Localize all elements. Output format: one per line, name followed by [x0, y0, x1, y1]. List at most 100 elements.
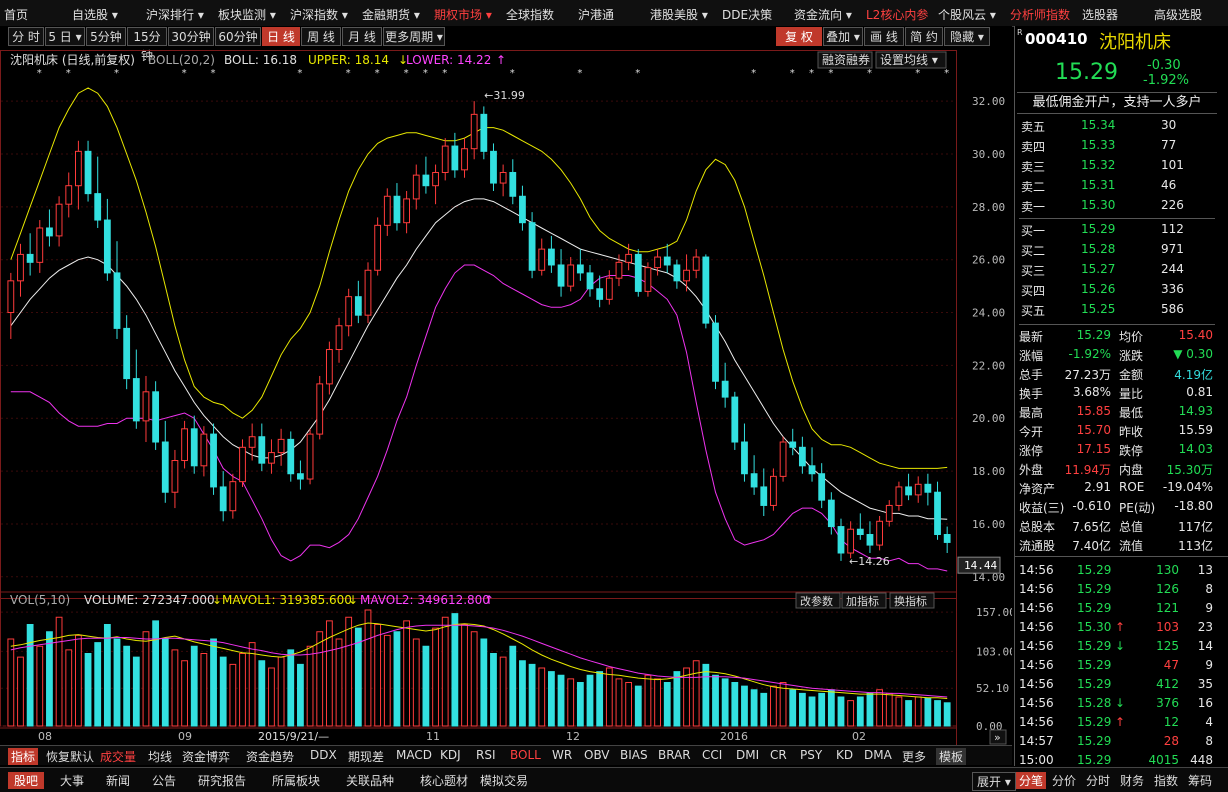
candle-body[interactable]	[615, 261, 623, 279]
period-button-5[interactable]: 60分钟	[215, 27, 261, 46]
volume-bar[interactable]	[132, 656, 140, 727]
volume-bar[interactable]	[55, 616, 63, 727]
volume-bar[interactable]	[345, 616, 353, 727]
period-button-1[interactable]: 5 日 ▾	[45, 27, 85, 46]
event-star-marker[interactable]: *	[211, 68, 216, 79]
volume-bar[interactable]	[885, 692, 893, 727]
volume-bar[interactable]	[75, 634, 82, 727]
volume-bar[interactable]	[683, 667, 690, 727]
candle-body[interactable]	[451, 145, 459, 171]
indicator-tab-6[interactable]: DDX	[310, 748, 337, 762]
candle-body[interactable]	[470, 113, 478, 150]
indicator-tab-21[interactable]: DMA	[864, 748, 892, 762]
volume-bar[interactable]	[654, 678, 661, 727]
candle-body[interactable]	[721, 380, 729, 398]
tool-button-3[interactable]: 简 约	[905, 27, 943, 46]
volume-bar[interactable]	[171, 649, 179, 727]
event-star-marker[interactable]: *	[809, 68, 814, 79]
indicator-tab-18[interactable]: CR	[770, 748, 787, 762]
ask-row[interactable]: 卖二 15.31 46	[1015, 176, 1215, 195]
right-tab-1[interactable]: 分价	[1052, 774, 1077, 788]
candle-body[interactable]	[412, 174, 420, 200]
volume-bar[interactable]	[615, 678, 623, 727]
menu-item-6[interactable]: 期权市场 ▾	[434, 8, 492, 22]
candle-body[interactable]	[528, 222, 536, 271]
menu-item-11[interactable]: 资金流向 ▾	[794, 8, 852, 22]
menu-item-13[interactable]: 个股风云 ▾	[938, 8, 996, 22]
right-tab-3[interactable]: 财务	[1120, 774, 1145, 788]
menu-item-7[interactable]: 全球指数	[506, 8, 555, 22]
bottom-tab-7[interactable]: 核心题材	[420, 774, 469, 788]
candle-body[interactable]	[480, 113, 488, 152]
volume-bar[interactable]	[7, 638, 15, 727]
right-tab-2[interactable]: 分时	[1086, 774, 1111, 788]
event-star-marker[interactable]: *	[404, 68, 409, 79]
ask-row[interactable]: 卖四 15.33 77	[1015, 136, 1215, 155]
volume-bar[interactable]	[770, 685, 777, 727]
event-star-marker[interactable]: *	[37, 68, 42, 79]
volume-bar[interactable]	[866, 692, 874, 727]
bid-row[interactable]: 买五 15.25 586	[1015, 300, 1215, 319]
volume-bar[interactable]	[403, 620, 410, 727]
menu-item-14[interactable]: 分析师指数	[1010, 8, 1071, 22]
candle-body[interactable]	[432, 171, 439, 187]
right-tab-4[interactable]: 指数	[1154, 774, 1179, 788]
menu-item-0[interactable]: 首页	[4, 8, 29, 22]
period-button-6[interactable]: 日 线	[262, 27, 300, 46]
event-star-marker[interactable]: *	[423, 68, 428, 79]
event-star-marker[interactable]: *	[346, 68, 351, 79]
candle-body[interactable]	[683, 269, 690, 282]
candle-body[interactable]	[866, 534, 874, 546]
bid-row[interactable]: 买三 15.27 244	[1015, 260, 1215, 279]
event-star-marker[interactable]: *	[297, 68, 302, 79]
candle-body[interactable]	[741, 441, 748, 475]
candle-body[interactable]	[277, 438, 285, 454]
volume-bar[interactable]	[663, 682, 671, 727]
volume-bar[interactable]	[210, 638, 217, 727]
volume-bar[interactable]	[634, 685, 642, 727]
vol-button-0[interactable]	[795, 592, 841, 609]
candle-body[interactable]	[789, 441, 797, 448]
volume-bar[interactable]	[432, 627, 439, 727]
candle-body[interactable]	[335, 325, 343, 351]
candle-body[interactable]	[441, 145, 449, 173]
volume-bar[interactable]	[364, 609, 372, 727]
event-star-marker[interactable]: *	[114, 68, 119, 79]
candle-body[interactable]	[673, 264, 681, 282]
volume-bar[interactable]	[557, 674, 565, 727]
volume-bar[interactable]	[721, 678, 729, 727]
period-button-2[interactable]: 5分钟	[86, 27, 126, 46]
candle-body[interactable]	[422, 174, 430, 187]
indicator-tab-22[interactable]: 更多	[902, 750, 927, 764]
volume-bar[interactable]	[46, 631, 53, 727]
volume-bar[interactable]	[461, 624, 468, 727]
candle-body[interactable]	[895, 486, 903, 506]
candle-body[interactable]	[374, 224, 382, 271]
candle-body[interactable]	[750, 473, 758, 488]
vol-button-1[interactable]	[841, 592, 887, 609]
volume-bar[interactable]	[837, 696, 845, 727]
menu-item-12[interactable]: L2核心内参	[866, 8, 929, 22]
candle-body[interactable]	[36, 227, 44, 263]
candle-body[interactable]	[403, 198, 410, 224]
candle-body[interactable]	[586, 272, 594, 290]
volume-bar[interactable]	[934, 700, 941, 727]
volume-bar[interactable]	[422, 645, 430, 727]
candle-body[interactable]	[239, 446, 246, 483]
candle-body[interactable]	[161, 441, 169, 493]
volume-bar[interactable]	[36, 645, 44, 727]
volume-bar[interactable]	[287, 649, 295, 727]
period-button-3[interactable]: 15分钟	[127, 27, 167, 63]
volume-bar[interactable]	[200, 653, 208, 727]
volume-bar[interactable]	[856, 696, 864, 727]
candle-body[interactable]	[634, 253, 642, 292]
ask-row[interactable]: 卖一 15.30 226	[1015, 196, 1215, 215]
volume-bar[interactable]	[219, 656, 227, 727]
tool-button-1[interactable]: 叠加 ▾	[823, 27, 863, 46]
bottom-tab-8[interactable]: 模拟交易	[480, 774, 529, 788]
candle-body[interactable]	[461, 148, 468, 171]
volume-bar[interactable]	[644, 674, 652, 727]
volume-bar[interactable]	[760, 692, 768, 727]
indicator-tab-7[interactable]: 期现差	[348, 750, 385, 764]
candle-body[interactable]	[17, 253, 24, 282]
